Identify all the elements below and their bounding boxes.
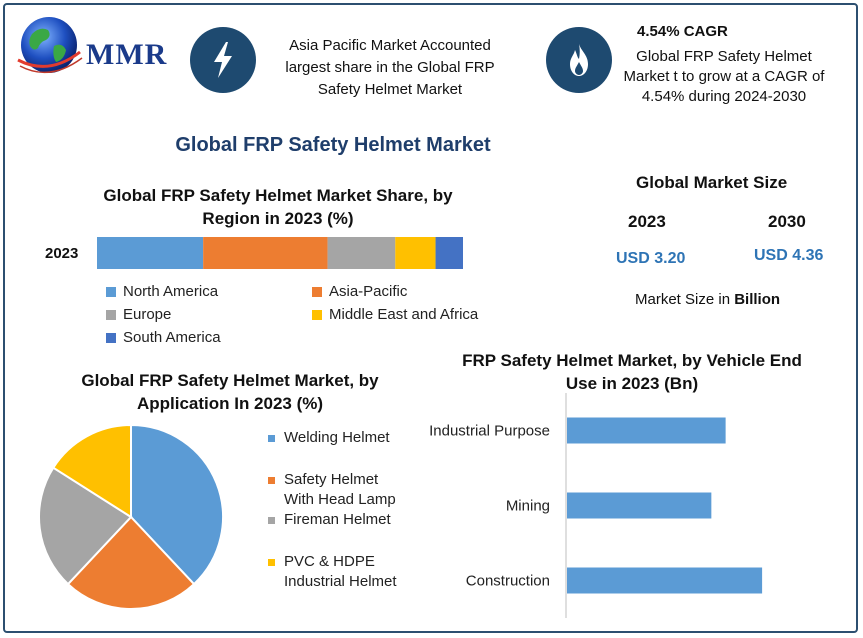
lightning-icon-badge <box>190 27 256 93</box>
legend-label: North America <box>123 283 219 300</box>
legend-swatch <box>106 309 116 320</box>
legend-label: Middle East and Africa <box>329 306 479 323</box>
unit-note-bold: Billion <box>734 291 781 308</box>
end-use-category-label: Industrial Purpose <box>429 423 550 440</box>
market-size-title: Global Market Size <box>636 173 788 192</box>
pie-slice <box>51 423 132 519</box>
region-stacked-bar <box>97 237 463 269</box>
page-title: Global FRP Safety Helmet Market <box>175 134 491 156</box>
asia-pacific-note: Asia Pacific Market Accounted largest sh… <box>285 37 495 98</box>
legend-label: Europe <box>123 306 172 323</box>
application-pie-chart <box>38 423 224 610</box>
region-bar-segment <box>435 237 463 269</box>
market-size-year-2023: 2023 <box>628 212 666 231</box>
unit-note-prefix: Market Size in <box>635 291 735 308</box>
legend-swatch <box>312 286 322 297</box>
region-bar-segment <box>203 237 328 269</box>
legend-swatch <box>268 435 275 442</box>
logo-text: MMR <box>86 38 168 71</box>
flame-icon <box>570 44 588 76</box>
pie-legend-label: PVC & HDPE Industrial Helmet <box>284 553 397 590</box>
legend-swatch <box>106 332 116 343</box>
end-use-category-label: Mining <box>506 498 550 515</box>
cagr-note: Global FRP Safety Helmet Market t to gro… <box>623 48 825 105</box>
legend-swatch <box>268 559 275 566</box>
pie-slice <box>38 466 133 586</box>
pie-legend-item: PVC & HDPE Industrial Helmet <box>268 552 397 592</box>
region-chart-title: Global FRP Safety Helmet Market Share, b… <box>103 186 453 228</box>
region-bar-segment <box>97 237 204 269</box>
logo: MMR <box>14 10 174 82</box>
application-chart-title: Global FRP Safety Helmet Market, by Appl… <box>81 371 379 413</box>
lightning-icon <box>214 42 232 78</box>
pie-legend-label: Welding Helmet <box>284 429 390 446</box>
region-bar-segment <box>327 237 396 269</box>
pie-legend-item: Fireman Helmet <box>268 510 391 530</box>
cagr-title: 4.54% CAGR <box>637 23 728 40</box>
end-use-chart-title: FRP Safety Helmet Market, by Vehicle End… <box>462 351 802 393</box>
end-use-bar-chart: Industrial Purpose Mining Construction <box>429 393 763 618</box>
market-size-year-2030: 2030 <box>768 212 806 231</box>
pie-legend-item: Safety Helmet With Head Lamp <box>268 470 396 510</box>
market-size-value-2023: USD 3.20 <box>616 250 686 267</box>
pie-slice <box>130 423 224 586</box>
infographic-frame <box>3 3 858 633</box>
legend-north-america: North America <box>106 283 218 300</box>
legend-swatch <box>268 477 275 484</box>
end-use-category-label: Construction <box>466 573 550 590</box>
end-use-bar <box>567 567 763 594</box>
region-year-label: 2023 <box>45 245 79 262</box>
legend-asia-pacific: Asia-Pacific <box>312 283 407 300</box>
legend-label: South America <box>123 329 221 346</box>
market-size-value-2030: USD 4.36 <box>754 247 824 264</box>
market-size-unit-note: Market Size in Billion <box>635 291 780 308</box>
pie-legend-item: Welding Helmet <box>268 428 390 448</box>
legend-middle-east-africa: Middle East and Africa <box>312 306 478 323</box>
end-use-bar <box>567 492 712 519</box>
end-use-bar <box>567 417 726 444</box>
region-bar-segment <box>395 237 436 269</box>
globe-icon <box>17 17 83 74</box>
region-legend: North America Asia-Pacific Europe Middle… <box>106 283 506 353</box>
legend-south-america: South America <box>106 329 221 346</box>
pie-slice <box>66 515 196 610</box>
legend-swatch <box>268 517 275 524</box>
legend-europe: Europe <box>106 306 171 323</box>
legend-swatch <box>312 309 322 320</box>
pie-legend-label: Fireman Helmet <box>284 511 391 528</box>
flame-icon-badge <box>546 27 612 93</box>
pie-legend-label: Safety Helmet With Head Lamp <box>284 471 396 508</box>
legend-swatch <box>106 286 116 297</box>
legend-label: Asia-Pacific <box>329 283 408 300</box>
